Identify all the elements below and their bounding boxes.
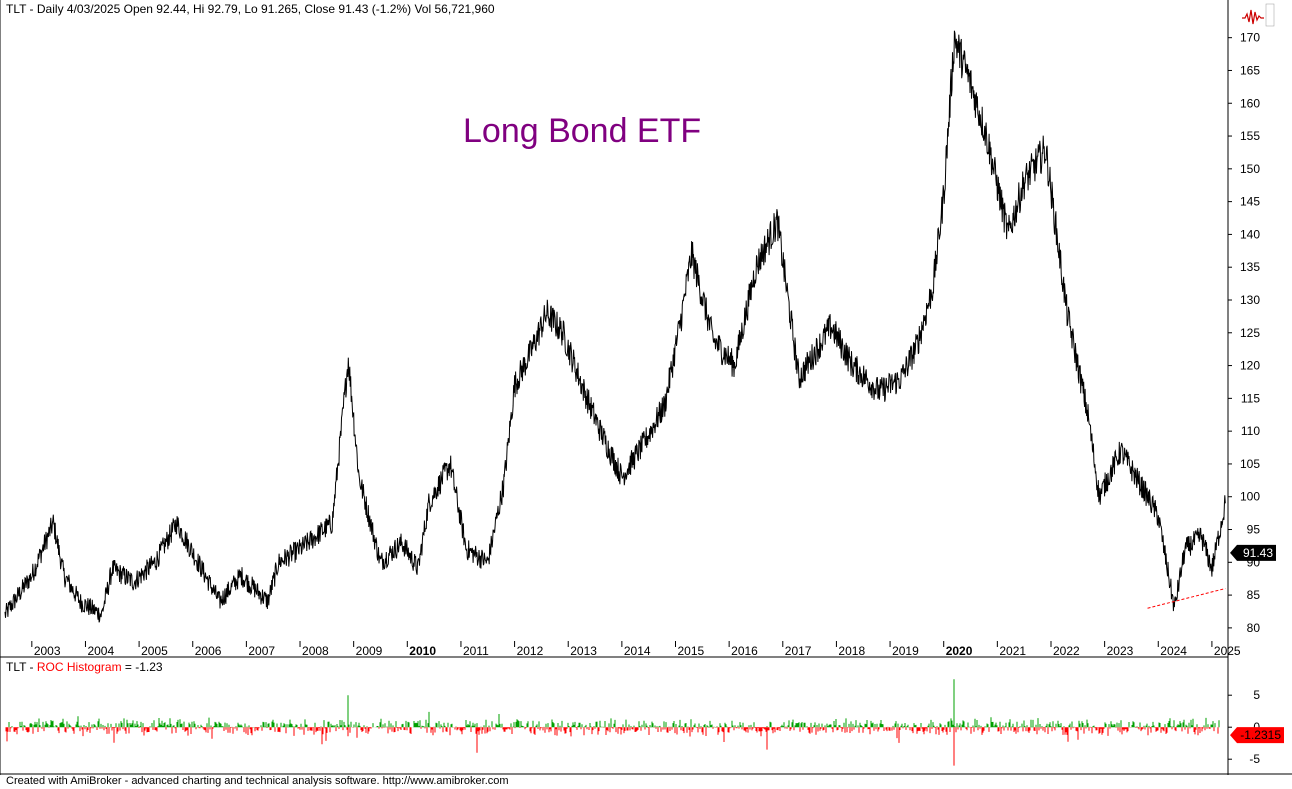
year-tick-label: 2018 (838, 644, 865, 658)
year-tick-label: 2011 (463, 644, 489, 658)
price-ytick-label: 115 (1241, 391, 1260, 405)
year-tick-label: 2024 (1160, 644, 1187, 658)
price-ytick-label: 95 (1247, 523, 1261, 537)
price-ytick-label: 145 (1240, 195, 1260, 209)
year-tick-label: 2009 (356, 644, 383, 658)
year-tick-label: 2023 (1107, 644, 1134, 658)
year-tick-label: 2005 (141, 644, 168, 658)
price-ytick-label: 125 (1240, 326, 1260, 340)
support-trendline (1147, 588, 1226, 609)
price-ytick-label: 170 (1240, 31, 1260, 45)
year-tick-label: 2008 (302, 644, 329, 658)
price-ytick-label: 120 (1240, 359, 1260, 373)
roc-ytick-label: -5 (1249, 752, 1260, 766)
year-tick-label: 2019 (892, 644, 919, 658)
year-tick-label: 2010 (409, 644, 436, 658)
year-tick-label: 2022 (1053, 644, 1080, 658)
chart-annotation: Long Bond ETF (463, 112, 702, 150)
price-ytick-label: 155 (1240, 129, 1260, 143)
year-tick-label: 2012 (517, 644, 544, 658)
price-ytick-label: 130 (1240, 293, 1260, 307)
roc-header-prefix: TLT - (6, 660, 37, 674)
year-tick-label: 2015 (678, 644, 705, 658)
year-tick-label: 2025 (1214, 644, 1241, 658)
last-price-label: 91.43 (1243, 546, 1273, 560)
roc-positive-bars (8, 679, 1220, 728)
price-ytick-label: 105 (1240, 457, 1260, 471)
roc-header: TLT - ROC Histogram = -1.23 (6, 660, 163, 674)
year-tick-label: 2013 (570, 644, 597, 658)
price-series-line (4, 30, 1226, 623)
roc-header-value: = -1.23 (121, 660, 163, 674)
price-ytick-label: 85 (1247, 588, 1261, 602)
year-tick-label: 2007 (248, 644, 275, 658)
year-tick-label: 2016 (731, 644, 758, 658)
price-ytick-label: 110 (1241, 424, 1260, 438)
price-ytick-label: 165 (1240, 63, 1260, 77)
year-tick-label: 2020 (946, 644, 973, 658)
price-ytick-label: 150 (1240, 162, 1260, 176)
last-roc-label: -1.2315 (1240, 728, 1281, 742)
last-roc-flag (1230, 727, 1284, 744)
amibroker-logo-icon (1242, 3, 1275, 27)
year-tick-label: 2006 (195, 644, 222, 658)
year-tick-label: 2004 (87, 644, 114, 658)
price-ytick-label: 135 (1240, 260, 1260, 274)
last-price-flag (1230, 544, 1276, 561)
year-tick-label: 2021 (999, 644, 1026, 658)
price-ytick-label: 100 (1240, 490, 1260, 504)
year-tick-label: 2014 (624, 644, 651, 658)
roc-header-name: ROC Histogram (36, 660, 122, 674)
footer-credit: Created with AmiBroker - advanced charti… (6, 775, 509, 787)
roc-negative-bars (5, 727, 1219, 766)
price-ytick-label: 140 (1240, 227, 1260, 241)
price-ytick-label: 160 (1240, 96, 1260, 110)
year-tick-label: 2017 (785, 644, 812, 658)
price-ytick-label: 80 (1247, 621, 1261, 635)
roc-ytick-label: 5 (1253, 688, 1260, 702)
price-header: TLT - Daily 4/03/2025 Open 92.44, Hi 92.… (6, 2, 495, 16)
year-tick-label: 2003 (34, 644, 61, 658)
